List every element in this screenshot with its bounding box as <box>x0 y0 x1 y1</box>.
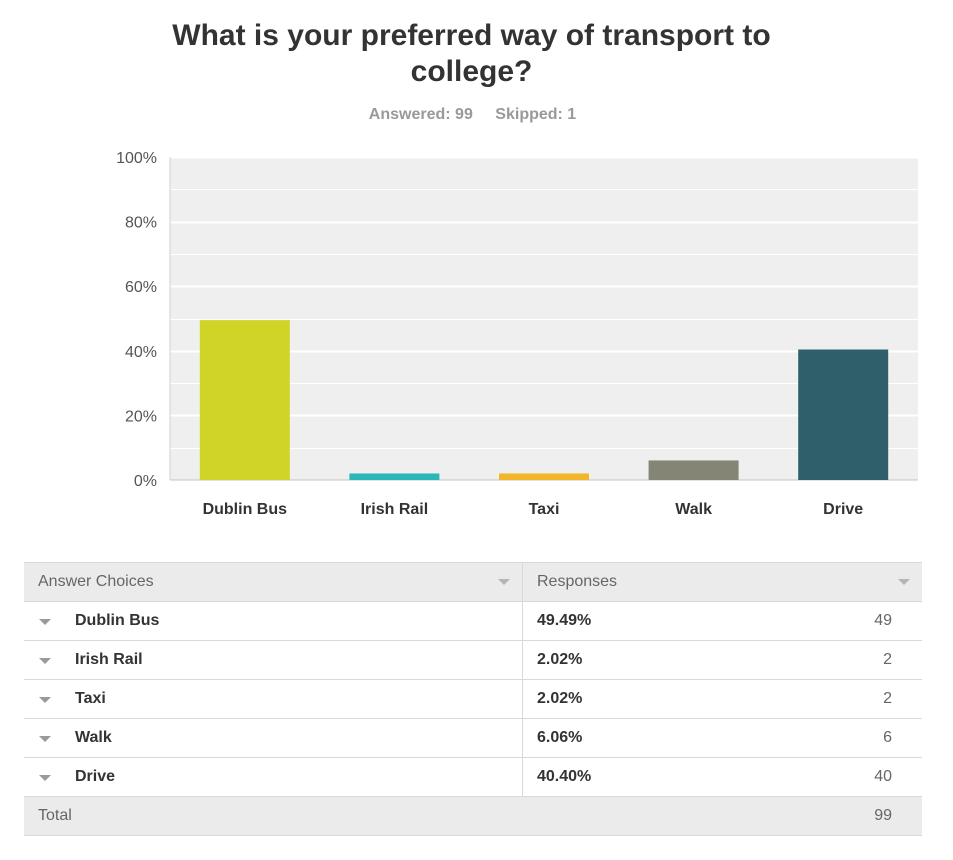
row-choice: Walk <box>75 729 112 746</box>
response-table: Answer Choices Responses Dublin Bus 49.4… <box>24 562 922 836</box>
row-percent: 49.49% <box>537 612 592 629</box>
bar[interactable] <box>199 320 290 480</box>
table-row: Taxi 2.02% 2 <box>24 679 922 719</box>
answer-choices-header[interactable]: Answer Choices <box>24 562 523 602</box>
y-tick-label: 0% <box>134 473 157 490</box>
answer-choices-label: Answer Choices <box>38 573 154 590</box>
x-category-label: Irish Rail <box>361 501 429 518</box>
y-tick-label: 20% <box>125 408 157 425</box>
x-category-label: Drive <box>823 501 863 518</box>
expand-caret-icon[interactable] <box>39 736 51 742</box>
y-tick-label: 40% <box>125 344 157 361</box>
response-stats: Answered: 99 Skipped: 1 <box>0 106 945 124</box>
y-tick-label: 100% <box>116 150 157 167</box>
bar[interactable] <box>349 473 440 480</box>
table-row: Dublin Bus 49.49% 49 <box>24 601 922 641</box>
bar[interactable] <box>648 460 739 480</box>
row-choice: Drive <box>75 768 116 785</box>
row-choice: Dublin Bus <box>75 612 160 629</box>
responses-header[interactable]: Responses <box>522 562 922 602</box>
x-category-label: Walk <box>675 501 712 518</box>
row-count: 6 <box>883 729 892 746</box>
question-title: What is your preferred way of transport … <box>172 19 771 88</box>
table-row: Irish Rail 2.02% 2 <box>24 640 922 680</box>
total-value: 99 <box>874 807 892 824</box>
row-percent: 2.02% <box>537 651 583 668</box>
expand-caret-icon[interactable] <box>39 697 51 703</box>
x-category-label: Taxi <box>529 501 560 518</box>
row-choice: Taxi <box>75 690 106 707</box>
row-percent: 2.02% <box>537 690 583 707</box>
y-tick-label: 60% <box>125 279 157 296</box>
bar[interactable] <box>499 473 589 480</box>
row-count: 2 <box>883 651 892 668</box>
table-total-row: Total 99 <box>24 796 922 836</box>
responses-label: Responses <box>537 573 618 590</box>
x-category-label: Dublin Bus <box>203 501 288 518</box>
bar-chart: 0% 20% 40% 60% 80% 100% Dublin Bus Irish Rail T… <box>116 150 918 518</box>
table-row: Walk 6.06% 6 <box>24 718 922 758</box>
expand-caret-icon[interactable] <box>39 619 51 625</box>
row-percent: 6.06% <box>537 729 583 746</box>
y-tick-label: 80% <box>125 215 157 232</box>
row-count: 2 <box>883 690 892 707</box>
expand-caret-icon[interactable] <box>39 658 51 664</box>
plot-background <box>170 157 918 480</box>
total-label: Total <box>38 807 72 824</box>
bar[interactable] <box>798 349 889 480</box>
skipped-count: Skipped: 1 <box>495 106 577 123</box>
table-row: Drive 40.40% 40 <box>24 757 922 797</box>
row-percent: 40.40% <box>537 768 592 785</box>
sort-down-icon[interactable] <box>898 579 910 585</box>
row-choice: Irish Rail <box>75 651 143 668</box>
row-count: 40 <box>874 768 892 785</box>
table-header-row: Answer Choices Responses <box>24 562 922 602</box>
expand-caret-icon[interactable] <box>39 775 51 781</box>
answered-count: Answered: 99 <box>368 106 473 123</box>
row-count: 49 <box>874 612 892 629</box>
sort-down-icon[interactable] <box>498 579 510 585</box>
